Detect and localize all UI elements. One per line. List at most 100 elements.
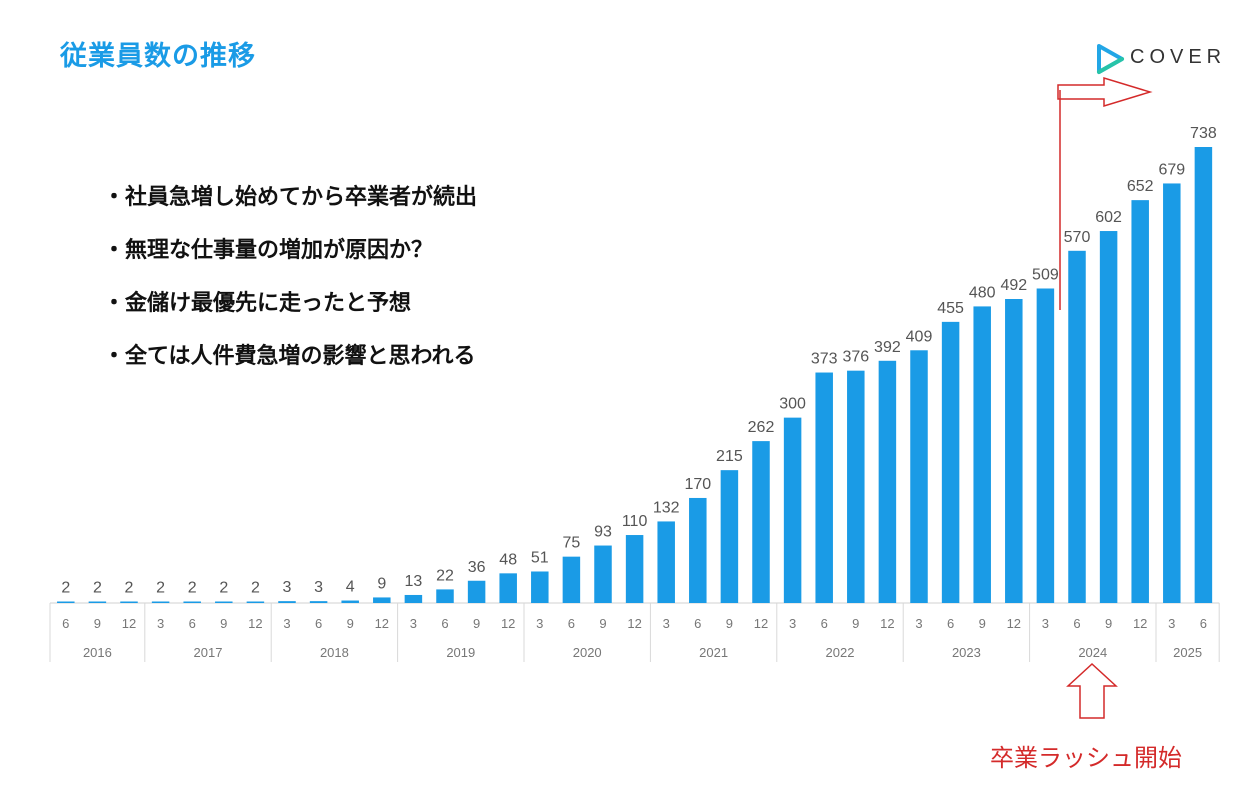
- play-triangle-icon: [1097, 44, 1124, 74]
- x-tick-label: 3: [410, 616, 417, 631]
- bar: [910, 350, 928, 603]
- bar: [973, 306, 991, 603]
- data-label: 2: [156, 580, 165, 597]
- page-title: 従業員数の推移: [60, 41, 256, 72]
- data-label: 110: [622, 513, 648, 530]
- data-label: 48: [499, 551, 517, 568]
- bar: [689, 497, 707, 603]
- data-label: 300: [779, 396, 806, 413]
- annotation-label: 卒業ラッシュ開始: [990, 744, 1182, 772]
- bar: [1036, 288, 1055, 603]
- bar: [1068, 250, 1086, 603]
- year-label: 2023: [952, 645, 981, 660]
- x-tick-label: 9: [599, 616, 606, 631]
- bar: [720, 470, 739, 603]
- data-label: 75: [563, 535, 581, 552]
- data-label: 3: [314, 579, 323, 596]
- x-tick-label: 6: [821, 616, 828, 631]
- x-tick-label: 3: [536, 616, 543, 631]
- bar: [625, 535, 644, 603]
- data-label: 93: [594, 524, 612, 541]
- logo-text: COVER: [1130, 46, 1227, 68]
- year-label: 2020: [573, 645, 602, 660]
- bar: [373, 597, 391, 603]
- bar: [404, 594, 423, 603]
- x-tick-label: 3: [157, 616, 164, 631]
- x-tick-label: 9: [852, 616, 859, 631]
- x-tick-label: 6: [947, 616, 954, 631]
- data-label: 492: [1000, 277, 1027, 294]
- bar: [562, 556, 581, 603]
- x-tick-label: 9: [473, 616, 480, 631]
- x-tick-label: 12: [501, 616, 515, 631]
- data-label: 409: [906, 328, 933, 345]
- bullet-item: ・社員急増し始めてから卒業者が続出: [103, 185, 478, 210]
- bar: [309, 601, 328, 603]
- data-label: 36: [468, 559, 486, 576]
- bar: [1163, 183, 1181, 603]
- x-tick-label: 3: [789, 616, 796, 631]
- x-tick-label: 6: [1200, 616, 1207, 631]
- x-tick-label: 12: [754, 616, 768, 631]
- data-label: 3: [283, 579, 292, 596]
- year-label: 2024: [1078, 645, 1107, 660]
- x-tick-label: 12: [1007, 616, 1021, 631]
- data-label: 2: [251, 580, 260, 597]
- bar: [1099, 231, 1118, 603]
- year-label: 2017: [194, 645, 223, 660]
- data-label: 376: [842, 349, 869, 366]
- x-tick-label: 3: [663, 616, 670, 631]
- bar: [783, 417, 802, 603]
- bar: [1131, 200, 1149, 603]
- data-label: 2: [125, 580, 134, 597]
- right-arrow-icon: [1057, 76, 1153, 108]
- x-tick-label: 3: [1168, 616, 1175, 631]
- year-label: 2021: [699, 645, 728, 660]
- x-tick-label: 6: [568, 616, 575, 631]
- data-label: 455: [937, 300, 964, 317]
- bar: [341, 600, 359, 603]
- x-tick-label: 6: [189, 616, 196, 631]
- data-label: 2: [93, 580, 102, 597]
- data-label: 679: [1158, 161, 1185, 178]
- bar: [467, 580, 486, 603]
- bar: [436, 589, 454, 603]
- data-label: 602: [1095, 209, 1122, 226]
- data-label: 738: [1190, 125, 1217, 142]
- bar: [120, 601, 138, 603]
- x-tick-label: 9: [220, 616, 227, 631]
- bar: [57, 601, 75, 603]
- x-tick-label: 3: [1042, 616, 1049, 631]
- bullet-item: ・全ては人件費急増の影響と思われる: [103, 344, 476, 369]
- bar: [657, 521, 675, 603]
- data-label: 215: [716, 448, 743, 465]
- x-tick-label: 9: [979, 616, 986, 631]
- data-label: 170: [684, 476, 711, 493]
- bullet-item: ・無理な仕事量の増加が原因か？: [103, 238, 434, 263]
- x-tick-label: 9: [726, 616, 733, 631]
- bar: [878, 360, 897, 603]
- x-tick-label: 12: [375, 616, 389, 631]
- x-tick-label: 12: [122, 616, 136, 631]
- x-tick-label: 9: [347, 616, 354, 631]
- bar: [88, 601, 107, 603]
- data-label: 509: [1032, 266, 1059, 283]
- bullet-item: ・金儲け最優先に走ったと予想: [103, 291, 412, 316]
- data-label: 373: [811, 351, 838, 368]
- data-label: 132: [653, 499, 680, 516]
- cover-logo: COVER: [1094, 42, 1224, 76]
- data-label: 2: [188, 580, 197, 597]
- year-label: 2019: [446, 645, 475, 660]
- x-tick-label: 6: [315, 616, 322, 631]
- data-label: 480: [969, 284, 996, 301]
- data-label: 652: [1127, 178, 1154, 195]
- data-label: 13: [405, 573, 423, 590]
- data-label: 262: [748, 419, 775, 436]
- data-label: 2: [219, 580, 228, 597]
- bar: [941, 321, 960, 603]
- data-label: 22: [436, 567, 454, 584]
- bar: [847, 370, 865, 603]
- x-tick-label: 6: [62, 616, 69, 631]
- x-tick-label: 12: [1133, 616, 1147, 631]
